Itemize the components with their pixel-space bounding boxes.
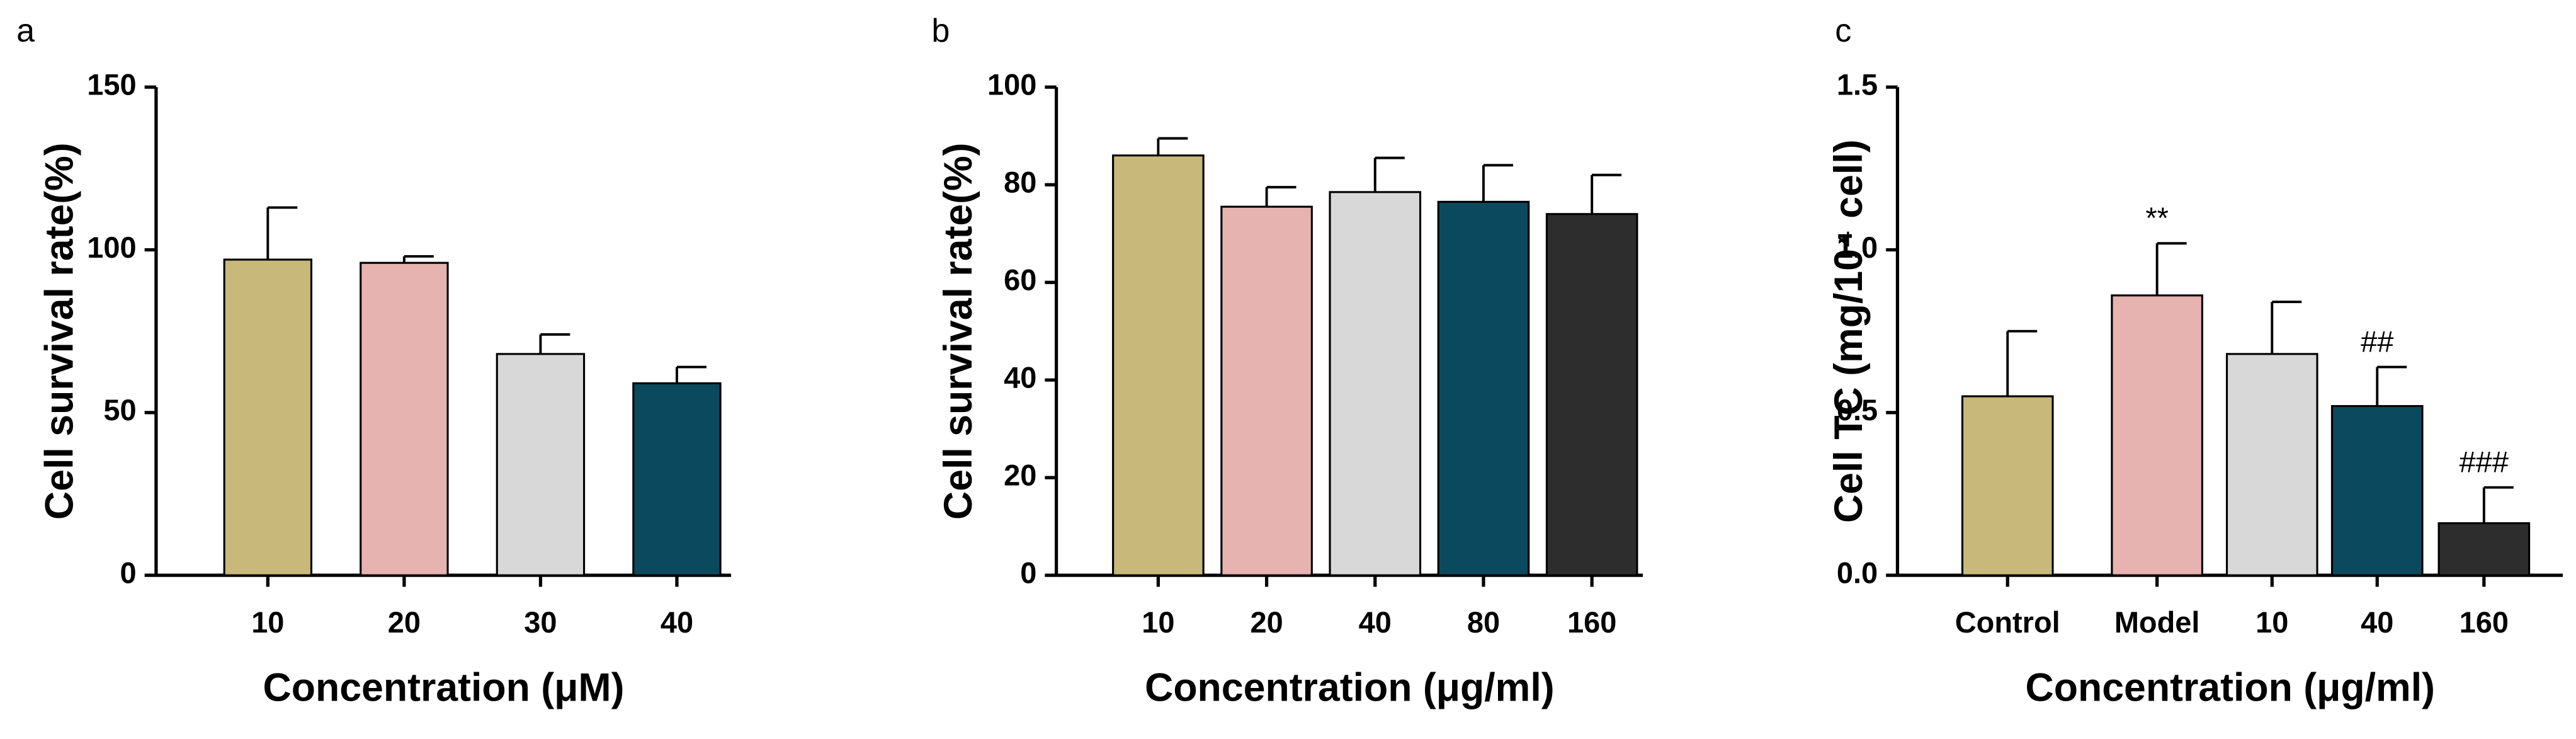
panel-label: c <box>1835 13 1851 49</box>
x-tick-label: 40 <box>2361 605 2393 639</box>
y-tick-label: 0 <box>120 556 136 590</box>
panel-label: a <box>16 13 35 49</box>
y-tick-label: 20 <box>1004 459 1036 492</box>
x-tick-label: 10 <box>251 605 284 639</box>
bar <box>2437 522 2531 576</box>
bar <box>1112 154 1205 576</box>
x-tick-label: 20 <box>388 605 421 639</box>
y-tick-label: 0.5 <box>1837 393 1878 427</box>
bar <box>1961 395 2054 576</box>
bar <box>1329 191 1422 576</box>
y-tick-label: 60 <box>1004 263 1036 297</box>
y-tick-label: 40 <box>1004 361 1036 394</box>
y-axis-label: Cell survival rate(%) <box>38 142 82 520</box>
y-tick-label: 1.0 <box>1837 231 1878 264</box>
bar <box>360 261 449 576</box>
x-axis-label: Concentration (μg/ml) <box>2026 665 2435 709</box>
y-tick-label: 100 <box>87 231 136 264</box>
bar <box>496 353 586 576</box>
y-tick-label: 50 <box>103 393 136 427</box>
x-tick-label: Model <box>2114 605 2200 639</box>
x-tick-label: 10 <box>1142 605 1174 639</box>
panel-label: b <box>931 13 950 49</box>
x-axis-label: Concentration (μM) <box>263 665 625 709</box>
x-tick-label: 160 <box>1567 605 1616 639</box>
bar <box>2330 404 2424 576</box>
x-tick-label: Control <box>1955 605 2060 639</box>
y-tick-label: 80 <box>1004 166 1036 199</box>
annotation: ** <box>2145 201 2169 234</box>
bar <box>632 382 722 576</box>
y-axis-label: Cell TC (mg/10⁴ cell) <box>1827 139 1871 523</box>
x-tick-label: 80 <box>1467 605 1500 639</box>
x-tick-label: 40 <box>661 605 693 639</box>
x-tick-label: 10 <box>2255 605 2288 639</box>
y-tick-label: 0 <box>1020 556 1036 590</box>
x-tick-label: 40 <box>1359 605 1392 639</box>
bar <box>2111 294 2203 576</box>
y-tick-label: 150 <box>87 68 136 101</box>
bar <box>1437 200 1530 576</box>
bar <box>2225 353 2318 576</box>
bar <box>1220 205 1313 576</box>
x-axis-label: Concentration (μg/ml) <box>1145 665 1554 709</box>
bar <box>1545 213 1638 576</box>
y-tick-label: 1.5 <box>1837 68 1878 101</box>
x-tick-label: 30 <box>524 605 557 639</box>
annotation: ### <box>2460 445 2509 479</box>
bar <box>223 258 313 576</box>
x-tick-label: 160 <box>2460 605 2509 639</box>
annotation: ## <box>2361 324 2393 358</box>
y-tick-label: 100 <box>987 68 1036 101</box>
y-tick-label: 0.0 <box>1837 556 1878 590</box>
x-tick-label: 20 <box>1250 605 1283 639</box>
y-axis-label: Cell survival rate(%) <box>936 142 980 520</box>
